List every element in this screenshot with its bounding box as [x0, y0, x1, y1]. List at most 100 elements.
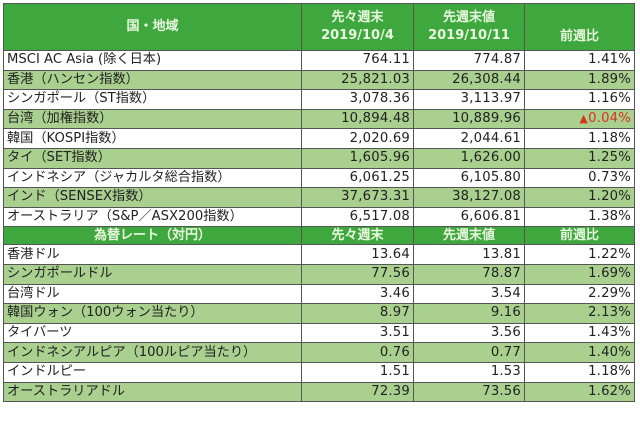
table-row: 香港（ハンセン指数） 25,821.03 26,308.44 1.89%: [3, 69, 635, 91]
row-prev2: 37,673.31: [301, 187, 414, 208]
row-name: 香港ドル: [3, 244, 302, 265]
table-row: シンガポール（ST指数） 3,078.36 3,113.97 1.16%: [3, 89, 635, 110]
row-prev2: 3.51: [301, 322, 414, 344]
row-prev: 26,308.44: [413, 69, 525, 91]
row-prev: 10,889.96: [413, 108, 525, 130]
row-prev2: 13.64: [301, 244, 414, 265]
row-prev: 6,606.81: [413, 206, 525, 228]
row-prev: 78.87: [413, 263, 525, 285]
row-change: 2.29%: [524, 283, 635, 305]
row-change: 1.20%: [524, 187, 635, 208]
row-prev2: 1,605.96: [301, 147, 414, 169]
row-name: タイバーツ: [3, 322, 302, 344]
row-prev2: 6,061.25: [301, 167, 414, 189]
row-change: 1.22%: [524, 244, 635, 265]
row-name: インドネシアルピア（100ルピア当たり）: [3, 342, 302, 363]
row-prev2: 77.56: [301, 263, 414, 285]
header-prev-week-date: 2019/10/11: [428, 28, 510, 43]
row-prev: 73.56: [413, 381, 525, 403]
row-name: インドルピー: [3, 361, 302, 383]
row-change: 1.18%: [524, 128, 635, 149]
row-prev2: 10,894.48: [301, 108, 414, 130]
row-prev: 3,113.97: [413, 89, 525, 110]
header-prev2-week: 先々週末 2019/10/4: [301, 3, 414, 51]
row-change-negative: ▲0.04%: [524, 108, 635, 130]
row-prev: 3.54: [413, 283, 525, 305]
header-region: 国・地域: [3, 3, 302, 51]
row-change: 1.18%: [524, 361, 635, 383]
header-prev-week: 先週末値 2019/10/11: [413, 3, 525, 51]
row-name: オーストラリア（S&P／ASX200指数）: [3, 206, 302, 228]
header-prev-week-label: 先週末値: [442, 10, 495, 25]
row-change: 1.38%: [524, 206, 635, 228]
row-prev2: 1.51: [301, 361, 414, 383]
row-name: 香港（ハンセン指数）: [3, 69, 302, 91]
row-change: 1.43%: [524, 322, 635, 344]
table-row: 韓国（KOSPI指数） 2,020.69 2,044.61 1.18%: [3, 128, 635, 149]
table-row: オーストラリアドル 72.39 73.56 1.62%: [3, 381, 635, 403]
header-change: 前週比: [524, 3, 635, 51]
fx-header-region: 為替レート（対円）: [3, 226, 302, 246]
table-row: タイバーツ 3.51 3.56 1.43%: [3, 322, 635, 344]
row-prev2: 2,020.69: [301, 128, 414, 149]
table-row: 香港ドル 13.64 13.81 1.22%: [3, 244, 635, 265]
row-prev: 13.81: [413, 244, 525, 265]
table-row: 台湾ドル 3.46 3.54 2.29%: [3, 283, 635, 305]
row-prev2: 0.76: [301, 342, 414, 363]
row-prev2: 3,078.36: [301, 89, 414, 110]
fx-header-change: 前週比: [524, 226, 635, 246]
table-row: インドネシアルピア（100ルピア当たり） 0.76 0.77 1.40%: [3, 342, 635, 363]
row-name: インドネシア（ジャカルタ総合指数）: [3, 167, 302, 189]
table-row: インドネシア（ジャカルタ総合指数） 6,061.25 6,105.80 0.73…: [3, 167, 635, 189]
row-name: 台湾ドル: [3, 283, 302, 305]
row-name: タイ（SET指数）: [3, 147, 302, 169]
table-row: インドルピー 1.51 1.53 1.18%: [3, 361, 635, 383]
row-change-value: 0.04%: [588, 111, 631, 127]
row-name: 韓国ウォン（100ウォン当たり）: [3, 303, 302, 324]
row-prev2: 6,517.08: [301, 206, 414, 228]
row-name: MSCI AC Asia (除く日本): [3, 50, 302, 71]
row-prev: 774.87: [413, 50, 525, 71]
header-prev2-week-date: 2019/10/4: [321, 28, 394, 43]
table-row: タイ（SET指数） 1,605.96 1,626.00 1.25%: [3, 147, 635, 169]
row-prev: 1.53: [413, 361, 525, 383]
row-name: インド（SENSEX指数）: [3, 187, 302, 208]
row-change: 1.41%: [524, 50, 635, 71]
row-change: 1.25%: [524, 147, 635, 169]
row-change: 2.13%: [524, 303, 635, 324]
table-row: シンガポールドル 77.56 78.87 1.69%: [3, 263, 635, 285]
row-change: 1.69%: [524, 263, 635, 285]
row-prev: 9.16: [413, 303, 525, 324]
table-row: MSCI AC Asia (除く日本) 764.11 774.87 1.41%: [3, 50, 635, 71]
table-row: インド（SENSEX指数） 37,673.31 38,127.08 1.20%: [3, 187, 635, 208]
row-prev2: 25,821.03: [301, 69, 414, 91]
table-row: オーストラリア（S&P／ASX200指数） 6,517.08 6,606.81 …: [3, 206, 635, 228]
row-prev2: 764.11: [301, 50, 414, 71]
row-name: 韓国（KOSPI指数）: [3, 128, 302, 149]
fx-header-prev2-week: 先々週末: [301, 226, 414, 246]
row-prev2: 3.46: [301, 283, 414, 305]
row-prev: 2,044.61: [413, 128, 525, 149]
row-name: 台湾（加権指数）: [3, 108, 302, 130]
row-change: 0.73%: [524, 167, 635, 189]
row-prev2: 8.97: [301, 303, 414, 324]
header-prev2-week-label: 先々週末: [331, 10, 384, 25]
fx-header-row: 為替レート（対円） 先々週末 先週末値 前週比: [3, 226, 635, 246]
table-row: 韓国ウォン（100ウォン当たり） 8.97 9.16 2.13%: [3, 303, 635, 324]
row-name: シンガポール（ST指数）: [3, 89, 302, 110]
row-prev: 0.77: [413, 342, 525, 363]
row-change: 1.89%: [524, 69, 635, 91]
row-prev: 3.56: [413, 322, 525, 344]
row-change: 1.16%: [524, 89, 635, 110]
row-change: 1.62%: [524, 381, 635, 403]
row-name: シンガポールドル: [3, 263, 302, 285]
fx-header-prev-week: 先週末値: [413, 226, 525, 246]
asia-market-table: 国・地域 先々週末 2019/10/4 先週末値 2019/10/11 前週比 …: [3, 3, 635, 403]
row-prev: 6,105.80: [413, 167, 525, 189]
negative-triangle-icon: ▲: [579, 112, 589, 126]
row-prev: 1,626.00: [413, 147, 525, 169]
index-header-row: 国・地域 先々週末 2019/10/4 先週末値 2019/10/11 前週比: [3, 3, 635, 51]
row-name: オーストラリアドル: [3, 381, 302, 403]
row-change: 1.40%: [524, 342, 635, 363]
row-prev2: 72.39: [301, 381, 414, 403]
